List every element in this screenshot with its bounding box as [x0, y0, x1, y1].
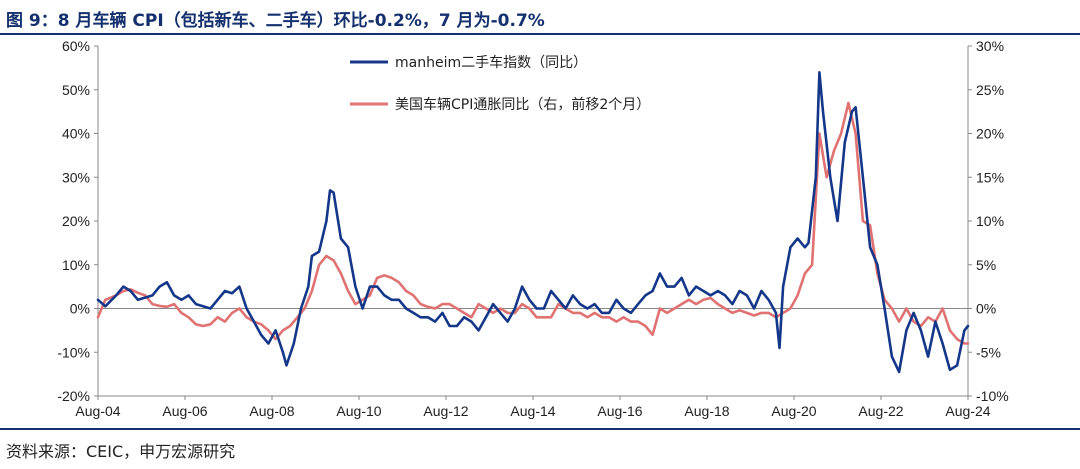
left-tick-label: 50%: [62, 82, 90, 98]
x-tick-label: Aug-14: [510, 403, 555, 419]
right-tick-label: 0%: [976, 301, 996, 317]
right-tick-label: -10%: [976, 388, 1009, 404]
right-tick-label: -5%: [976, 344, 1001, 360]
x-tick-label: Aug-24: [945, 403, 990, 419]
x-tick-label: Aug-08: [249, 403, 294, 419]
x-tick-label: Aug-18: [684, 403, 729, 419]
left-tick-label: 0%: [70, 301, 90, 317]
right-tick-label: 20%: [976, 126, 1004, 142]
title-divider: [0, 33, 1080, 35]
left-tick-label: 30%: [62, 169, 90, 185]
footer-divider: [0, 428, 1080, 430]
right-tick-label: 10%: [976, 213, 1004, 229]
x-tick-label: Aug-16: [597, 403, 642, 419]
series-line-vehicle-cpi: [96, 101, 970, 345]
right-tick-label: 15%: [976, 169, 1004, 185]
right-tick-label: 30%: [976, 38, 1004, 54]
series-line-manheim: [96, 71, 970, 374]
x-tick-label: Aug-20: [771, 403, 816, 419]
left-tick-label: 60%: [62, 38, 90, 54]
page-title: 图 9：8 月车辆 CPI（包括新车、二手车）环比-0.2%，7 月为-0.7%: [6, 11, 545, 31]
left-tick-label: 20%: [62, 213, 90, 229]
left-tick-label: -20%: [57, 388, 90, 404]
right-tick-label: 5%: [976, 257, 996, 273]
x-tick-label: Aug-06: [162, 403, 207, 419]
x-tick-label: Aug-04: [75, 403, 120, 419]
legend-label-vehicle-cpi: 美国车辆CPI通胀同比（右，前移2个月）: [395, 96, 650, 113]
left-tick-label: 40%: [62, 126, 90, 142]
x-tick-label: Aug-22: [858, 403, 903, 419]
x-tick-label: Aug-12: [423, 403, 468, 419]
left-tick-label: 10%: [62, 257, 90, 273]
legend-label-manheim: manheim二手车指数（同比）: [395, 54, 587, 71]
x-tick-label: Aug-10: [336, 403, 381, 419]
source-note: 资料来源：CEIC，申万宏源研究: [6, 442, 236, 461]
left-tick-label: -10%: [57, 344, 90, 360]
right-tick-label: 25%: [976, 82, 1004, 98]
